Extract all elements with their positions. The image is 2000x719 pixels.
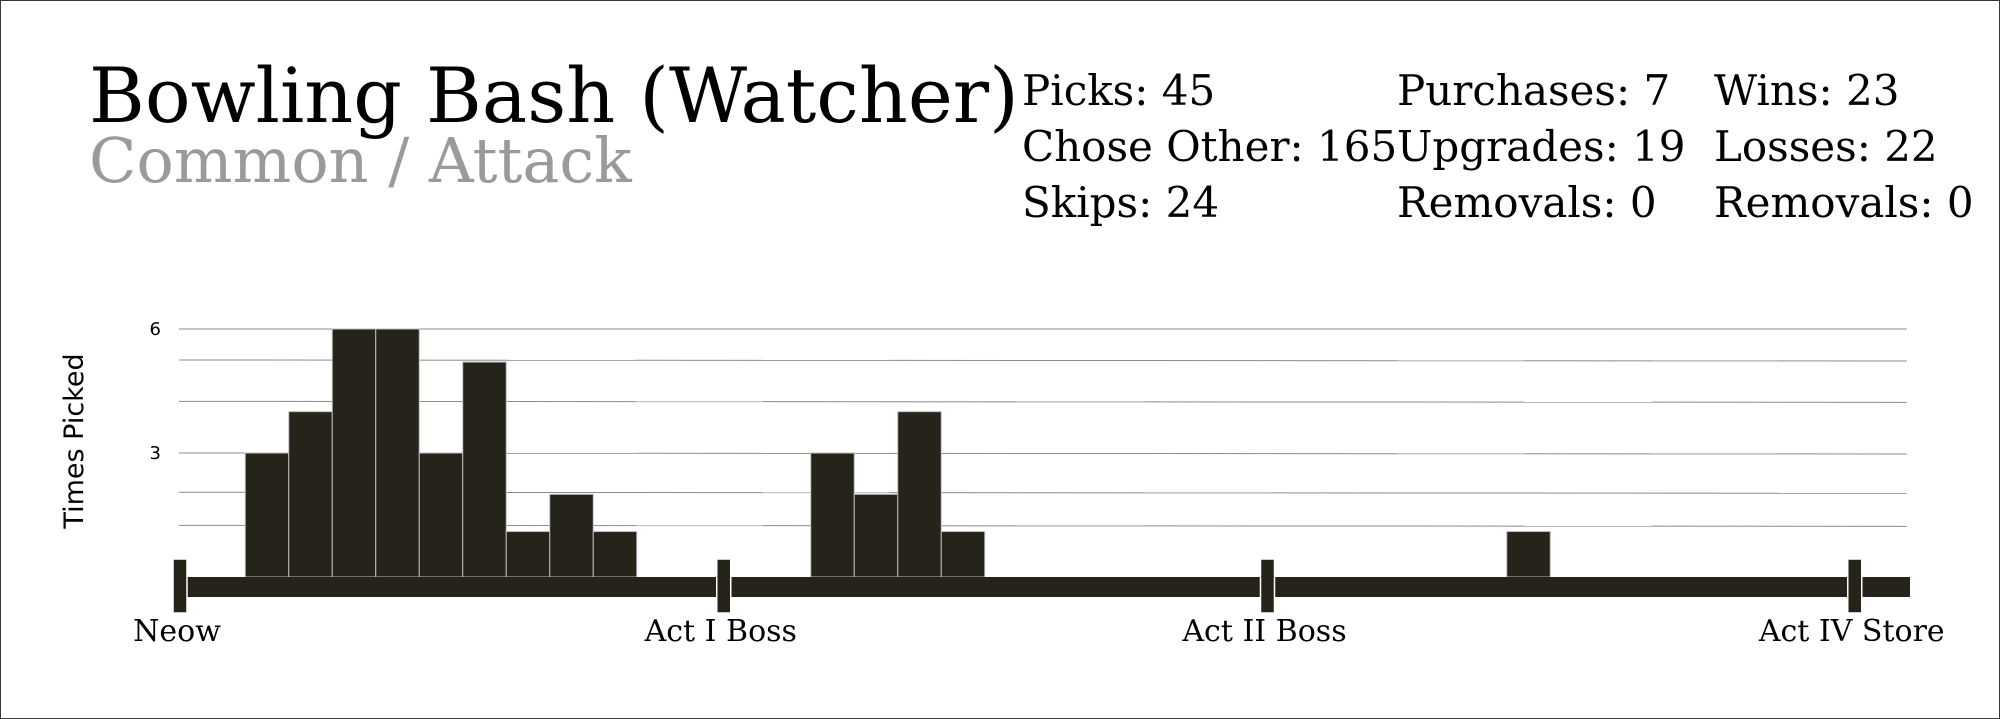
y-tick-label: 3 <box>150 443 161 464</box>
card-subtitle: Common / Attack <box>89 124 632 197</box>
act-marker-label: Act II Boss <box>1181 614 1346 649</box>
times-picked-chart: 36 Times Picked Neow Act I Boss Act II Bos… <box>59 319 1945 649</box>
stat-purchases: Purchases: 7 <box>1397 66 1671 115</box>
stat-removals-2: Removals: 0 <box>1714 178 1974 227</box>
stat-chose-other: Chose Other: 165 <box>1022 122 1398 171</box>
bar <box>418 452 464 578</box>
act-marker-label: Neow <box>133 614 221 649</box>
y-axis-label: Times Picked <box>59 353 90 529</box>
act-marker <box>172 558 188 614</box>
act-marker <box>716 558 732 614</box>
act-markers: Neow Act I Boss Act II Boss Act IV Store <box>133 558 1945 649</box>
bar <box>375 328 420 578</box>
stats-column-results: Wins: 23 Losses: 22 Removals: 0 <box>1714 63 1974 231</box>
grid-line <box>178 359 1908 362</box>
bar <box>940 531 986 578</box>
bar <box>288 411 333 578</box>
act-marker <box>1847 558 1863 614</box>
act-marker-label: Act IV Store <box>1758 614 1945 649</box>
bar <box>549 493 594 578</box>
y-tick-label: 6 <box>150 319 161 340</box>
y-tick-labels: 36 <box>150 319 161 464</box>
bar <box>853 493 899 578</box>
stat-skips: Skips: 24 <box>1022 178 1220 227</box>
timeline-axis <box>179 577 1910 597</box>
grid-line <box>178 400 1908 403</box>
stats-column-shop: Purchases: 7 Upgrades: 19 Removals: 0 <box>1397 63 1686 231</box>
timeline-bar <box>179 577 1910 597</box>
act-marker-label: Act I Boss <box>644 614 797 649</box>
bar <box>331 328 377 578</box>
act-marker <box>1259 558 1276 614</box>
bar <box>1506 531 1551 578</box>
bar <box>592 531 638 578</box>
stat-removals: Removals: 0 <box>1397 178 1657 227</box>
bar <box>462 361 507 578</box>
card-title: Bowling Bash (Watcher) <box>89 51 1019 140</box>
bar <box>244 452 290 578</box>
stat-picks: Picks: 45 <box>1022 66 1216 115</box>
bar <box>505 531 551 578</box>
bars <box>244 328 1551 578</box>
bar <box>897 411 942 578</box>
bar <box>810 452 855 578</box>
stats-column-picks: Picks: 45 Chose Other: 165 Skips: 24 <box>1022 63 1397 231</box>
stat-losses: Losses: 22 <box>1714 122 1938 171</box>
stat-wins: Wins: 23 <box>1714 66 1900 115</box>
stat-upgrades: Upgrades: 19 <box>1397 122 1686 171</box>
